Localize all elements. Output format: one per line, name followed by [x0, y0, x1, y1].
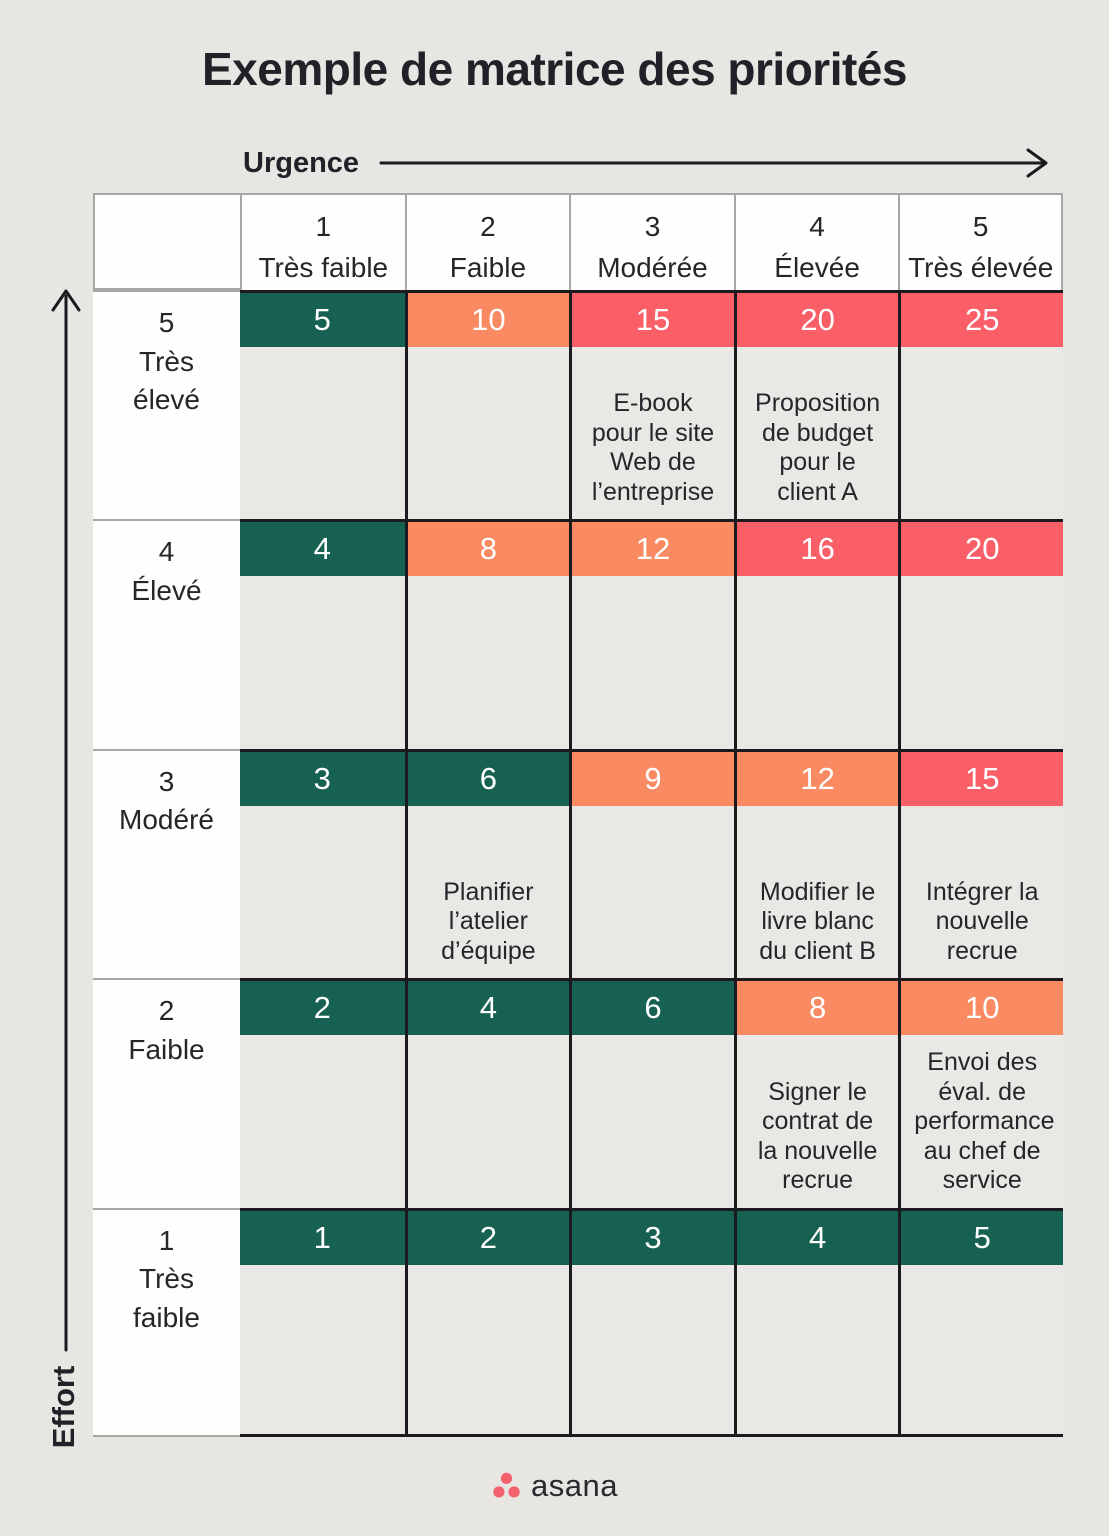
column-header-label: Faible [449, 251, 527, 283]
matrix-cell-urgence1-effort1: 1 [240, 1207, 405, 1437]
matrix-cell-urgence3-effort4: 12 [569, 519, 734, 749]
matrix-cell-urgence5-effort4: 20 [898, 519, 1063, 749]
row-header-5: 5 Très élevé [93, 290, 240, 520]
score-band: 3 [572, 1210, 734, 1265]
row-header-label: Élevé [131, 575, 202, 607]
row-header-number: 2 [158, 995, 175, 1027]
score-band: 2 [240, 981, 405, 1036]
score-band: 8 [407, 522, 570, 577]
column-header-label: Modérée [597, 251, 708, 283]
matrix-cell-urgence3-effort2: 6 [569, 978, 734, 1208]
column-header-number: 4 [809, 211, 825, 242]
row-header-number: 3 [158, 765, 175, 797]
score-band: 12 [736, 751, 899, 806]
matrix-cell-urgence5-effort5: 25 [898, 290, 1063, 520]
score-band: 1 [240, 1210, 405, 1265]
matrix-cell-urgence4-effort1: 4 [733, 1207, 899, 1437]
column-header-5: 5 Très élevée [898, 193, 1063, 290]
matrix-cell-urgence5-effort3: 15 Intégrer la nouvelle recrue [898, 748, 1063, 979]
task-label: Signer le contrat de la nouvelle recrue [757, 1077, 878, 1195]
task-label: Proposition de budget pour le client A [755, 389, 881, 506]
row-header-label: Modéré [119, 804, 214, 836]
score-band: 5 [240, 293, 405, 347]
x-axis-arrow-icon [379, 148, 1048, 178]
score-band: 10 [407, 293, 570, 347]
row-header-label: Très faible [133, 1263, 200, 1333]
matrix-cell-urgence2-effort3: 6 Planifier l’atelier d’équipe [404, 748, 570, 979]
matrix-cell-urgence5-effort1: 5 [898, 1207, 1063, 1437]
task-label: Intégrer la nouvelle recrue [925, 877, 1039, 965]
score-band: 12 [572, 522, 734, 577]
task-label: Envoi des éval. de performance au chef d… [914, 1048, 1055, 1195]
matrix-cell-urgence4-effort2: 8 Signer le contrat de la nouvelle recrue [733, 978, 899, 1208]
column-header-number: 1 [315, 211, 332, 242]
column-header-number: 2 [480, 211, 496, 242]
matrix-cell-urgence3-effort5: 15 E-book pour le site Web de l’entrepris… [569, 290, 734, 520]
column-header-label: Élevée [774, 251, 860, 283]
matrix-cell-urgence3-effort3: 9 [569, 748, 734, 979]
row-header-2: 2 Faible [93, 978, 240, 1208]
column-header-2: 2 Faible [404, 193, 570, 290]
score-band: 3 [240, 751, 405, 806]
matrix-cell-urgence2-effort4: 8 [404, 519, 570, 749]
task-label: E-book pour le site Web de l’entreprise [591, 389, 715, 506]
y-axis-label: Effort [46, 1365, 81, 1449]
row-header-label: Très élevé [133, 345, 200, 416]
matrix-cell-urgence1-effort2: 2 [240, 978, 405, 1208]
score-band: 2 [407, 1210, 570, 1265]
score-band: 6 [407, 751, 570, 806]
matrix-cell-urgence1-effort4: 4 [240, 519, 405, 749]
score-band: 9 [572, 751, 734, 806]
task-label: Modifier le livre blanc du client B [759, 877, 876, 965]
matrix-cell-urgence4-effort4: 16 [733, 519, 899, 749]
column-header-label: Très élevée [908, 251, 1054, 283]
score-band: 15 [901, 751, 1063, 806]
score-band: 4 [407, 981, 570, 1036]
column-header-1: 1 Très faible [240, 193, 405, 290]
row-header-3: 3 Modéré [93, 748, 240, 979]
matrix-cell-urgence4-effort5: 20 Proposition de budget pour le client A [733, 290, 899, 520]
asana-logo-icon [493, 1472, 520, 1498]
matrix-corner-cell [93, 193, 240, 290]
column-header-label: Très faible [258, 251, 389, 283]
score-band: 20 [901, 522, 1063, 577]
score-band: 20 [736, 293, 899, 347]
score-band: 25 [901, 293, 1063, 347]
column-header-4: 4 Élevée [733, 193, 899, 290]
matrix-cell-urgence4-effort3: 12 Modifier le livre blanc du client B [733, 748, 899, 979]
matrix-cell-urgence5-effort2: 10 Envoi des éval. de performance au chef… [898, 978, 1063, 1208]
column-header-number: 3 [644, 211, 661, 242]
column-header-number: 5 [972, 211, 989, 242]
column-header-3: 3 Modérée [569, 193, 734, 290]
score-band: 6 [572, 981, 734, 1036]
row-header-label: Faible [128, 1033, 205, 1065]
score-band: 15 [572, 293, 734, 347]
matrix-cell-urgence3-effort1: 3 [569, 1207, 734, 1437]
score-band: 10 [901, 981, 1063, 1036]
matrix-cell-urgence1-effort3: 3 [240, 748, 405, 979]
row-header-1: 1 Très faible [93, 1207, 240, 1437]
row-header-4: 4 Élevé [93, 519, 240, 749]
score-band: 16 [736, 522, 899, 577]
score-band: 4 [736, 1210, 899, 1265]
priority-matrix-table: 1 Très faible 2 Faible 3 Modérée 4 Élevée 5 Très … [93, 193, 1063, 1437]
y-axis-arrow-icon [51, 289, 81, 1352]
asana-logo: asana [0, 1468, 1109, 1504]
score-band: 8 [736, 981, 899, 1036]
x-axis-label: Urgence [243, 146, 360, 179]
row-header-number: 4 [158, 536, 175, 568]
x-axis: Urgence [243, 146, 1059, 180]
matrix-cell-urgence1-effort5: 5 [240, 290, 405, 520]
matrix-cell-urgence2-effort5: 10 [404, 290, 570, 520]
matrix-cell-urgence2-effort2: 4 [404, 978, 570, 1208]
asana-logo-text: asana [531, 1468, 618, 1503]
score-band: 4 [240, 522, 405, 577]
page-title: Exemple de matrice des priorités [202, 43, 907, 95]
matrix-cell-urgence2-effort1: 2 [404, 1207, 570, 1437]
task-label: Planifier l’atelier d’équipe [441, 877, 536, 965]
score-band: 5 [901, 1210, 1063, 1265]
row-header-number: 5 [158, 307, 175, 338]
row-header-number: 1 [158, 1224, 175, 1256]
